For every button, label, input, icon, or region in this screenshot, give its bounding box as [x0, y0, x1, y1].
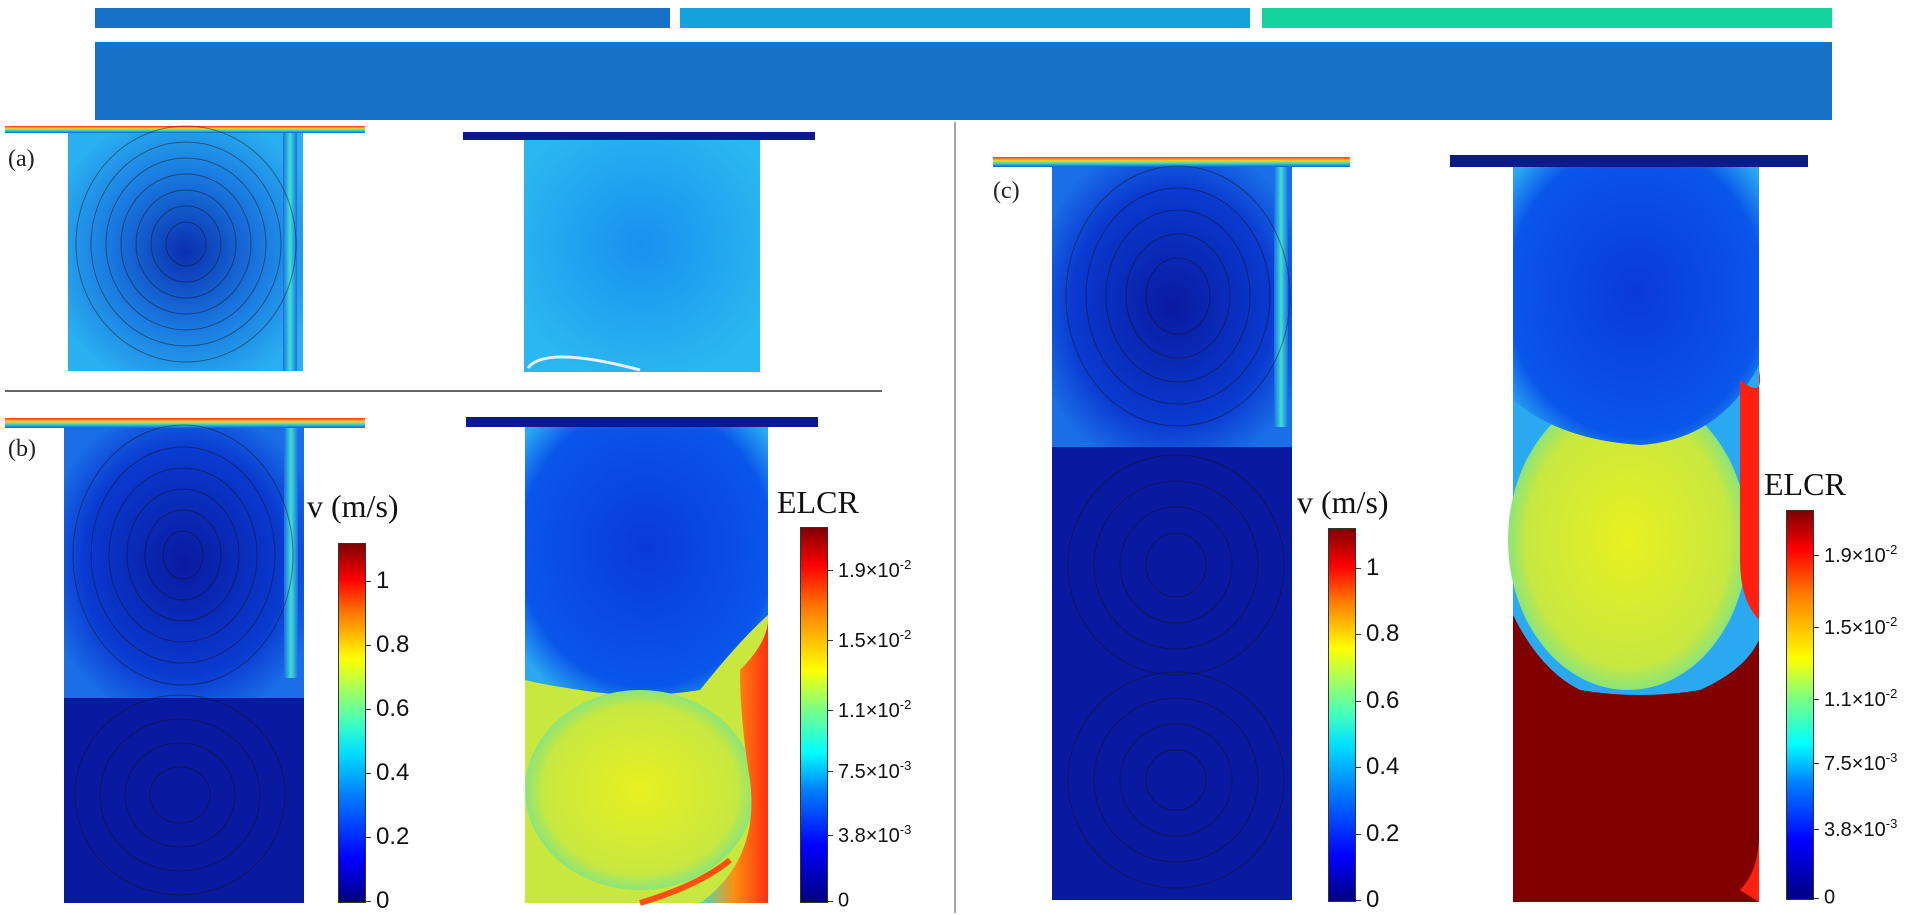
- colorbar-tick-mark: [1814, 555, 1819, 557]
- colorbar-tick-mark: [828, 901, 833, 902]
- panel-a-elcr-field: [463, 132, 815, 372]
- header-stripe-3: [1262, 8, 1832, 28]
- colorbar-tick-label: 0.2: [376, 823, 410, 851]
- colorbar-tick-mark: [366, 581, 371, 583]
- colorbar-tick-mark: [828, 834, 833, 836]
- colorbar-tick-label: 1.5×10-2: [838, 627, 912, 652]
- colorbar-tick-mark: [1814, 762, 1819, 764]
- colorbar-tick-mark: [366, 645, 371, 647]
- colorbar-tick-mark: [1814, 699, 1819, 701]
- elcr-colorbar-title-b: ELCR: [777, 484, 859, 520]
- colorbar-tick-label: 1.9×10-2: [1824, 542, 1898, 567]
- colorbar-tick-mark: [1356, 767, 1361, 769]
- colorbar-tick-mark: [366, 901, 371, 902]
- colorbar-tick-label: 0.6: [1366, 686, 1400, 714]
- panel-label-b: (b): [8, 436, 36, 462]
- header-stripe-1: [95, 8, 670, 28]
- panel-label-c: (c): [993, 178, 1020, 204]
- colorbar-tick-mark: [366, 709, 371, 711]
- panel-c-elcr-field: [1450, 155, 1808, 902]
- panel-c-velocity-field: [993, 157, 1350, 900]
- colorbar-tick-mark: [1814, 627, 1819, 629]
- elcr-colorbar-title-c: ELCR: [1764, 466, 1846, 502]
- header-stripe-2: [680, 8, 1250, 28]
- colorbar-tick-label: 1.9×10-2: [838, 557, 912, 583]
- panel-b-elcr-field: [466, 417, 818, 906]
- colorbar-tick-label: 0: [1824, 886, 1836, 909]
- colorbar-tick-mark: [1356, 900, 1361, 901]
- panel-label-a: (a): [8, 146, 35, 172]
- colorbar-tick-mark: [1356, 833, 1361, 835]
- colorbar-tick-label: 1.1×10-2: [1824, 686, 1898, 712]
- velocity-colorbar-b: [338, 543, 366, 903]
- velocity-colorbar-title-b: v (m/s): [307, 488, 399, 524]
- colorbar-tick-label: 1: [1366, 553, 1380, 581]
- header-banner: [95, 42, 1832, 120]
- panel-b-velocity-field: [5, 418, 365, 903]
- colorbar-tick-label: 0: [376, 887, 390, 914]
- colorbar-tick-label: 1.1×10-2: [838, 696, 912, 722]
- colorbar-tick-mark: [1356, 567, 1361, 569]
- colorbar-tick-label: 1.5×10-2: [1824, 614, 1898, 640]
- colorbar-tick-label: 0: [838, 889, 850, 912]
- colorbar-tick-mark: [828, 570, 833, 572]
- panel-a-velocity-field: [5, 125, 365, 371]
- colorbar-tick-label: 7.5×10-3: [838, 757, 912, 783]
- colorbar-tick-label: 0.8: [1366, 620, 1400, 648]
- velocity-colorbar-c: [1328, 528, 1356, 902]
- colorbar-tick-mark: [1814, 898, 1819, 899]
- colorbar-tick-mark: [828, 770, 833, 772]
- colorbar-tick-label: 3.8×10-3: [838, 822, 912, 847]
- colorbar-tick-label: 1: [376, 567, 390, 595]
- colorbar-tick-label: 0.6: [376, 695, 410, 723]
- colorbar-tick-label: 0.4: [376, 759, 410, 787]
- colorbar-tick-label: 0.8: [376, 631, 410, 659]
- colorbar-tick-mark: [366, 837, 371, 839]
- colorbar-tick-mark: [828, 709, 833, 711]
- colorbar-tick-mark: [366, 773, 371, 775]
- colorbar-tick-label: 0.2: [1366, 819, 1400, 847]
- colorbar-tick-label: 3.8×10-3: [1824, 816, 1898, 842]
- velocity-colorbar-title-c: v (m/s): [1297, 484, 1389, 520]
- elcr-colorbar-c: [1786, 510, 1814, 900]
- colorbar-tick-label: 7.5×10-3: [1824, 749, 1898, 775]
- colorbar-tick-mark: [1814, 829, 1819, 831]
- colorbar-tick-mark: [1356, 634, 1361, 636]
- colorbar-tick-mark: [828, 640, 833, 642]
- colorbar-tick-label: 0: [1366, 886, 1380, 913]
- colorbar-tick-label: 0.4: [1366, 753, 1400, 781]
- elcr-colorbar-b: [800, 527, 828, 903]
- colorbar-tick-mark: [1356, 700, 1361, 702]
